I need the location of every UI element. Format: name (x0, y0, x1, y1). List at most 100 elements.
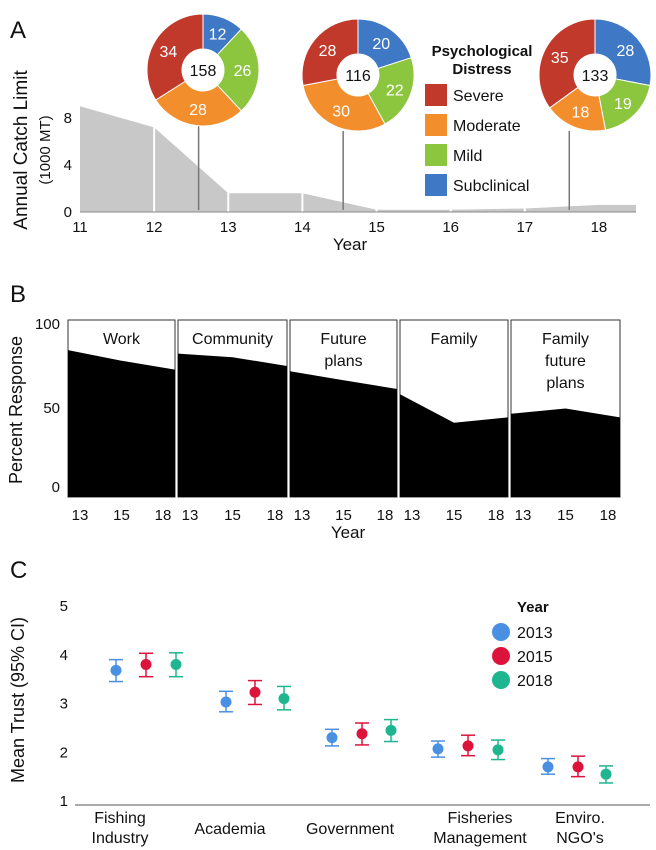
panel-c: C 1 2 3 4 5 Mean Trust (95% CI) Fishing Industry… (8, 557, 650, 847)
donut-slice-label: 18 (572, 105, 590, 122)
facet: Community 13 15 18 (177, 319, 288, 524)
mean-point (249, 686, 261, 698)
donut-total: 133 (582, 68, 609, 85)
mean-point (278, 693, 290, 705)
legend-label: 2018 (517, 673, 553, 690)
x-tick-label: 11 (72, 219, 88, 236)
y-tick-label: 8 (64, 110, 72, 127)
donut-chart: 20 22 30 28 116 (301, 18, 415, 210)
x-tick-label: 18 (591, 219, 608, 236)
trust-point-2013 (109, 658, 123, 683)
donut-slice-label: 30 (332, 104, 350, 121)
legend-swatch-severe (425, 84, 447, 106)
y-tick-label: 4 (60, 647, 68, 664)
mean-point (356, 728, 368, 740)
category-group: Enviro. NGO's (541, 755, 613, 847)
legend-swatch-mild (425, 144, 447, 166)
facet-label: plans (324, 353, 362, 370)
x-tick-label: 15 (224, 507, 241, 524)
donut-slice-mild (216, 28, 260, 112)
y-tick-label: 0 (64, 204, 72, 221)
y-axis-title: Mean Trust (95% CI) (8, 617, 28, 783)
panel-a: A 0 4 8 11 12 13 14 15 16 17 18 Year Annual Catch Lim… (10, 13, 652, 254)
x-tick-label: 13 (220, 219, 237, 236)
donut-slice-label: 28 (617, 43, 635, 60)
x-tick-label: 18 (155, 507, 172, 524)
donut-hole (574, 54, 616, 96)
response-area (290, 371, 397, 497)
x-tick-label: 15 (557, 507, 574, 524)
y-axis-units: (1000 MT) (37, 115, 54, 184)
x-axis-title: Year (333, 235, 368, 254)
donut-slice-label: 20 (372, 36, 390, 53)
facet: Work 13 15 18 (67, 319, 176, 524)
category-label: NGO's (556, 830, 604, 847)
trust-point-2015 (355, 722, 369, 746)
category-label: Management (433, 830, 527, 847)
trust-point-2018 (169, 652, 183, 678)
mean-point (220, 696, 232, 708)
y-tick-label: 1 (60, 793, 68, 810)
x-tick-label: 13 (515, 507, 532, 524)
legend-title: Year (517, 599, 549, 616)
y-tick-label: 4 (64, 157, 72, 174)
donut-chart: 12 26 28 34 158 (146, 13, 260, 210)
facet-label: Future (320, 331, 366, 348)
donut-slice-label: 22 (386, 83, 404, 100)
y-tick-label: 0 (52, 479, 60, 496)
facet-label: future (545, 353, 586, 370)
x-tick-label: 15 (446, 507, 463, 524)
catch-limit-area (80, 106, 636, 212)
panel-label-b: B (10, 281, 26, 308)
legend-title-line1: Psychological (432, 43, 533, 60)
x-tick-label: 14 (294, 219, 311, 236)
y-tick-label: 100 (35, 316, 60, 333)
trust-point-2018 (491, 739, 505, 761)
category-label: Academia (194, 821, 265, 838)
legend-title-line2: Distress (452, 61, 511, 78)
x-tick-label: 18 (600, 507, 617, 524)
category-label: Government (306, 821, 395, 838)
legend-swatch-moderate (425, 114, 447, 136)
x-axis-title: Year (331, 523, 366, 542)
category-group: Government (306, 718, 398, 838)
panel-label-a: A (10, 17, 26, 44)
trust-point-2013 (541, 757, 555, 775)
trust-point-2015 (248, 679, 262, 706)
trust-point-2018 (599, 765, 613, 784)
mean-point (542, 761, 554, 773)
mean-point (492, 744, 504, 756)
trust-point-2013 (325, 728, 339, 747)
category-group: Fishing Industry (92, 652, 183, 847)
y-tick-label: 50 (43, 400, 60, 417)
trust-point-2018 (384, 718, 398, 743)
x-tick-label: 13 (182, 507, 199, 524)
x-tick-label: 18 (377, 507, 394, 524)
facet-label: Work (103, 331, 141, 348)
x-tick-label: 15 (368, 219, 385, 236)
y-axis-title: Percent Response (6, 336, 26, 484)
mean-point (140, 659, 152, 670)
facet: Family future plans 13 15 18 (510, 319, 621, 524)
x-tick-label: 13 (294, 507, 311, 524)
donut-total: 158 (190, 63, 217, 80)
legend-swatch-subclinical (425, 174, 447, 196)
donut-slice-label: 35 (551, 50, 569, 67)
category-label: Fisheries (448, 810, 513, 827)
mean-point (385, 724, 397, 736)
x-tick-label: 18 (488, 507, 505, 524)
x-tick-label: 17 (516, 219, 533, 236)
mean-point (600, 768, 612, 780)
legend-label: 2013 (517, 625, 553, 642)
category-label: Industry (92, 830, 149, 847)
response-area (68, 350, 175, 497)
legend-label: Subclinical (453, 178, 529, 195)
y-tick-label: 2 (60, 744, 68, 761)
donut-total: 116 (345, 68, 371, 85)
facet-label: Family (430, 331, 477, 348)
mean-point (110, 664, 122, 676)
x-tick-label: 13 (72, 507, 89, 524)
mean-point (572, 761, 584, 773)
